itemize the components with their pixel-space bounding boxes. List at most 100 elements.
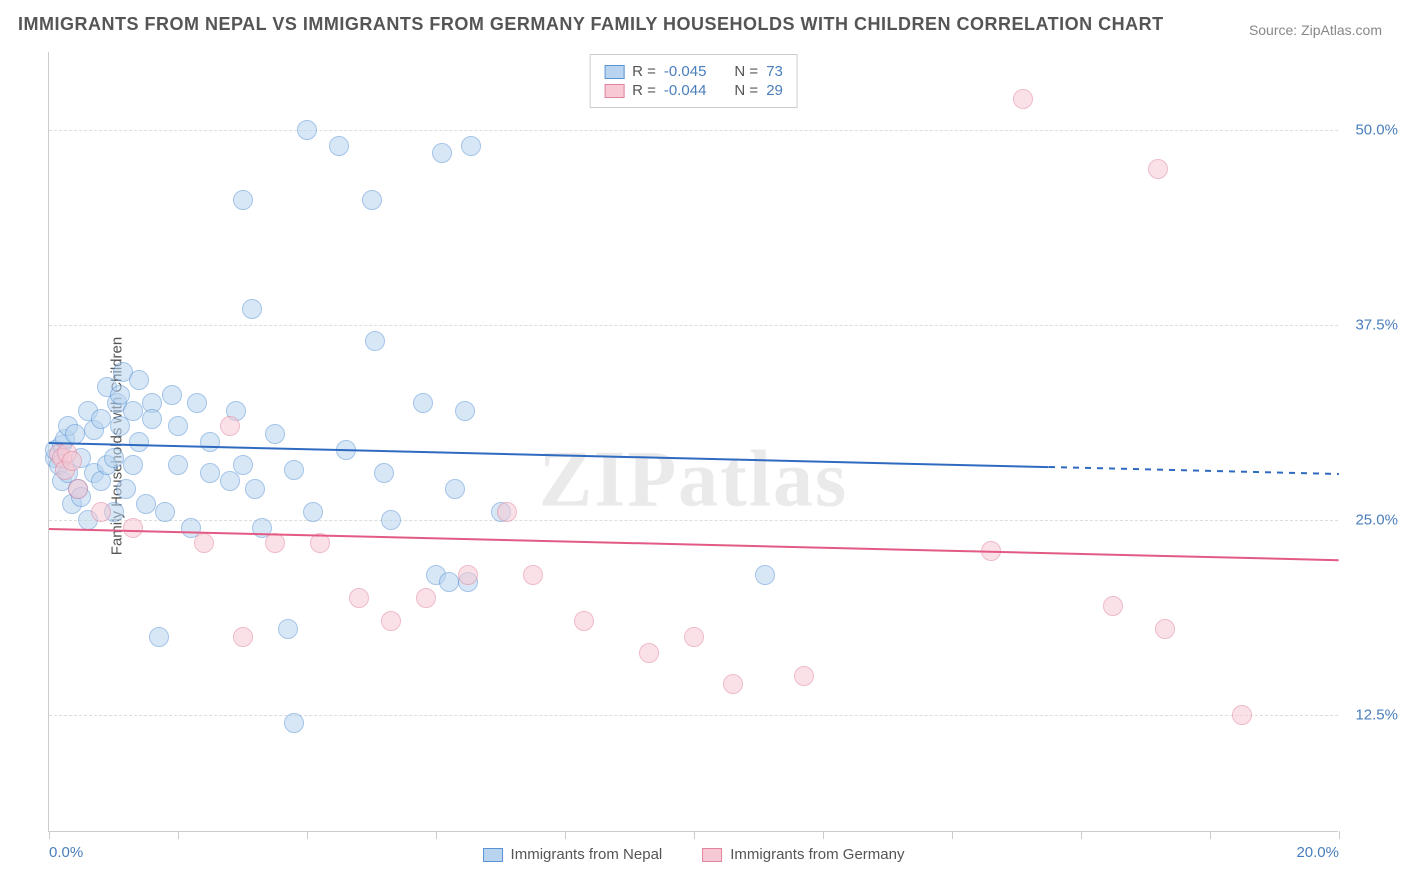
data-point bbox=[62, 451, 82, 471]
data-point bbox=[68, 479, 88, 499]
source-name: ZipAtlas.com bbox=[1301, 22, 1382, 38]
data-point bbox=[233, 627, 253, 647]
xtick bbox=[1210, 831, 1211, 839]
gridline bbox=[49, 715, 1338, 716]
gridline bbox=[49, 520, 1338, 521]
data-point bbox=[523, 565, 543, 585]
source-label: Source: bbox=[1249, 22, 1297, 38]
ytick-label: 25.0% bbox=[1355, 512, 1398, 529]
data-point bbox=[136, 494, 156, 514]
data-point bbox=[461, 136, 481, 156]
data-point bbox=[129, 370, 149, 390]
chart-container: IMMIGRANTS FROM NEPAL VS IMMIGRANTS FROM… bbox=[0, 0, 1406, 892]
stats-legend: R = -0.045 N = 73 R = -0.044 N = 29 bbox=[589, 54, 798, 108]
data-point bbox=[416, 588, 436, 608]
data-point bbox=[242, 299, 262, 319]
legend-label-nepal: Immigrants from Nepal bbox=[511, 846, 663, 863]
data-point bbox=[245, 479, 265, 499]
data-point bbox=[374, 463, 394, 483]
swatch-germany bbox=[702, 848, 722, 862]
n-label: N = bbox=[734, 82, 758, 99]
xtick bbox=[823, 831, 824, 839]
data-point bbox=[349, 588, 369, 608]
data-point bbox=[794, 666, 814, 686]
xtick-label: 0.0% bbox=[49, 844, 83, 861]
data-point bbox=[439, 572, 459, 592]
data-point bbox=[1232, 705, 1252, 725]
data-point bbox=[1148, 159, 1168, 179]
data-point bbox=[1103, 596, 1123, 616]
bottom-legend: Immigrants from Nepal Immigrants from Ge… bbox=[483, 846, 905, 863]
data-point bbox=[1013, 89, 1033, 109]
data-point bbox=[162, 385, 182, 405]
r-label: R = bbox=[632, 63, 656, 80]
r-label: R = bbox=[632, 82, 656, 99]
data-point bbox=[639, 643, 659, 663]
data-point bbox=[497, 502, 517, 522]
gridline bbox=[49, 325, 1338, 326]
data-point bbox=[155, 502, 175, 522]
data-point bbox=[297, 120, 317, 140]
trend-line bbox=[49, 442, 1049, 468]
stats-row-germany: R = -0.044 N = 29 bbox=[604, 82, 783, 99]
data-point bbox=[362, 190, 382, 210]
r-value-nepal: -0.045 bbox=[664, 63, 707, 80]
data-point bbox=[194, 533, 214, 553]
data-point bbox=[413, 393, 433, 413]
data-point bbox=[123, 455, 143, 475]
data-point bbox=[381, 611, 401, 631]
data-point bbox=[91, 502, 111, 522]
gridline bbox=[49, 130, 1338, 131]
data-point bbox=[432, 143, 452, 163]
xtick bbox=[565, 831, 566, 839]
n-value-nepal: 73 bbox=[766, 63, 783, 80]
data-point bbox=[233, 455, 253, 475]
xtick bbox=[1339, 831, 1340, 839]
data-point bbox=[123, 518, 143, 538]
data-point bbox=[149, 627, 169, 647]
n-label: N = bbox=[734, 63, 758, 80]
xtick bbox=[178, 831, 179, 839]
xtick-label: 20.0% bbox=[1296, 844, 1339, 861]
data-point bbox=[142, 409, 162, 429]
data-point bbox=[123, 401, 143, 421]
data-point bbox=[200, 463, 220, 483]
trend-line bbox=[49, 528, 1339, 561]
data-point bbox=[168, 455, 188, 475]
data-point bbox=[65, 424, 85, 444]
data-point bbox=[278, 619, 298, 639]
r-value-germany: -0.044 bbox=[664, 82, 707, 99]
swatch-nepal bbox=[483, 848, 503, 862]
xtick bbox=[952, 831, 953, 839]
data-point bbox=[303, 502, 323, 522]
stats-row-nepal: R = -0.045 N = 73 bbox=[604, 63, 783, 80]
data-point bbox=[755, 565, 775, 585]
watermark: ZIPatlas bbox=[539, 435, 848, 526]
data-point bbox=[458, 565, 478, 585]
ytick-label: 37.5% bbox=[1355, 317, 1398, 334]
xtick bbox=[307, 831, 308, 839]
data-point bbox=[104, 448, 124, 468]
legend-label-germany: Immigrants from Germany bbox=[730, 846, 904, 863]
xtick bbox=[694, 831, 695, 839]
data-point bbox=[684, 627, 704, 647]
data-point bbox=[265, 533, 285, 553]
data-point bbox=[723, 674, 743, 694]
legend-item-nepal: Immigrants from Nepal bbox=[483, 846, 663, 863]
data-point bbox=[233, 190, 253, 210]
data-point bbox=[168, 416, 188, 436]
data-point bbox=[284, 713, 304, 733]
swatch-nepal bbox=[604, 65, 624, 79]
plot-area: ZIPatlas R = -0.045 N = 73 R = -0.044 N … bbox=[48, 52, 1338, 832]
source-attribution: Source: ZipAtlas.com bbox=[1249, 22, 1382, 38]
ytick-label: 12.5% bbox=[1355, 707, 1398, 724]
ytick-label: 50.0% bbox=[1355, 122, 1398, 139]
data-point bbox=[129, 432, 149, 452]
data-point bbox=[329, 136, 349, 156]
swatch-germany bbox=[604, 84, 624, 98]
data-point bbox=[445, 479, 465, 499]
data-point bbox=[265, 424, 285, 444]
data-point bbox=[1155, 619, 1175, 639]
data-point bbox=[284, 460, 304, 480]
xtick bbox=[1081, 831, 1082, 839]
